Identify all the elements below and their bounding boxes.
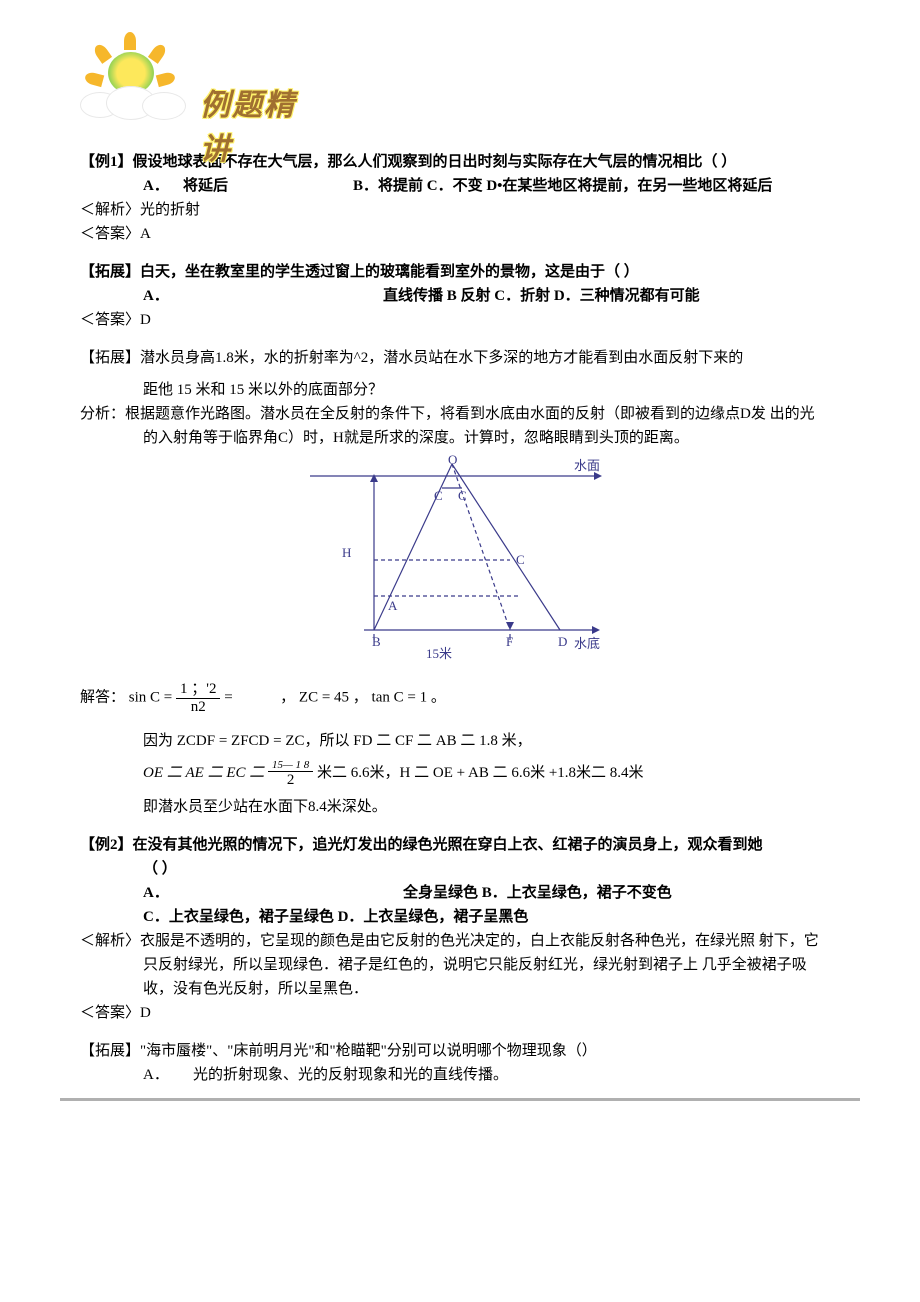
- option-a-label: A．: [143, 1063, 193, 1087]
- extension2-q1: 潜水员身高1.8米，水的折射率为^2，潜水员站在水下多深的地方才能看到由水面反射…: [140, 350, 743, 366]
- extension1-answer: ＜答案〉D: [80, 308, 840, 332]
- svg-text:A: A: [388, 598, 398, 613]
- svg-text:C: C: [516, 552, 525, 567]
- example2-analysis-l2: 只反射绿光，所以呈现绿色．裙子是红色的，说明它只能反射红光，绿光射到裙子上 几乎…: [80, 953, 840, 977]
- solve-l3a: OE 二 AE 二 EC 二: [143, 765, 264, 781]
- example1-answer: ＜答案〉A: [80, 222, 840, 246]
- extension2-analysis-l1: 分析：根据题意作光路图。潜水员在全反射的条件下，将看到水底由水面的反射（即被看到…: [80, 402, 840, 426]
- frac1-den: n2: [176, 699, 220, 716]
- option-bcd-text: B．将提前 C．不变 D•在某些地区将提前，在另一些地区将延后: [353, 178, 772, 194]
- example1-options: A．将延后B．将提前 C．不变 D•在某些地区将提前，在另一些地区将延后: [80, 174, 840, 198]
- svg-text:H: H: [342, 545, 351, 560]
- extension2-analysis-l2: 的入射角等于临界角C）时，H就是所求的深度。计算时，忽略眼睛到头顶的距离。: [80, 426, 840, 450]
- option-a-label: A．: [143, 174, 183, 198]
- svg-text:B: B: [372, 634, 381, 649]
- answer-text: D: [140, 1005, 151, 1021]
- example2-label: 【例2】: [80, 837, 133, 853]
- solution-l4: 即潜水员至少站在水面下8.4米深处。: [80, 795, 840, 819]
- extension3-options: A．光的折射现象、光的反射现象和光的直线传播。: [80, 1063, 840, 1087]
- optics-diagram: O水面水底HABFDCCC15米: [310, 454, 610, 669]
- extension3-question-text: "海市蜃楼"、"床前明月光"和"枪瞄靶"分别可以说明哪个物理现象（）: [140, 1043, 597, 1059]
- option-a-text: 光的折射现象、光的反射现象和光的直线传播。: [193, 1067, 508, 1083]
- answer-label: ＜答案〉: [80, 1005, 140, 1021]
- solve-l3b: 米二 6.6米，H 二 OE + AB 二 6.6米 +1.8米二 8.4米: [317, 765, 644, 781]
- svg-text:15米: 15米: [426, 646, 452, 661]
- analysis-text: 光的折射: [140, 202, 200, 218]
- svg-text:D: D: [558, 634, 567, 649]
- analysis-prefix: 分析：: [80, 406, 125, 422]
- example2-analysis-l1: ＜解析〉衣服是不透明的，它呈现的颜色是由它反射的色光决定的，白上衣能反射各种色光…: [80, 929, 840, 953]
- frac2-num: 15— 1 8: [268, 759, 313, 772]
- header-logo: 例题精讲: [80, 30, 300, 130]
- solution-l1: 解答： sin C = 1 ；'2 n2 = ， ZC = 45 ， tan C…: [80, 681, 840, 715]
- extension1-options: A． 直线传播 B 反射 C．折射 D．三种情况都有可能: [80, 284, 840, 308]
- answer-label: ＜答案〉: [80, 226, 140, 242]
- answer-text: A: [140, 226, 151, 242]
- solve-l1a: sin C =: [129, 689, 172, 705]
- extension3-label: 【拓展】: [80, 1043, 140, 1059]
- analysis-label: ＜解析〉: [80, 202, 140, 218]
- option-a-label: A．: [143, 284, 183, 308]
- frac1-num: 1 ；'2: [176, 681, 220, 699]
- example2-q2: （ ）: [80, 857, 840, 881]
- extension3-question: 【拓展】"海市蜃楼"、"床前明月光"和"枪瞄靶"分别可以说明哪个物理现象（）: [80, 1039, 840, 1063]
- option-a-text: 将延后: [183, 174, 353, 198]
- example1-label: 【例1】: [80, 154, 133, 170]
- extension2-label: 【拓展】: [80, 350, 140, 366]
- solve-l1b: =: [224, 689, 236, 705]
- solution-l3: OE 二 AE 二 EC 二 15— 1 8 2 米二 6.6米，H 二 OE …: [80, 759, 840, 789]
- solve-prefix: 解答：: [80, 689, 125, 705]
- example2-question-l1: 【例2】在没有其他光照的情况下，追光灯发出的绿色光照在穿白上衣、红裙子的演员身上…: [80, 833, 840, 857]
- answer-label: ＜答案〉: [80, 312, 140, 328]
- analysis-label: ＜解析〉: [80, 933, 140, 949]
- example1-analysis: ＜解析〉光的折射: [80, 198, 840, 222]
- option-a-label: A．: [143, 881, 183, 905]
- analysis-l1-text: 根据题意作光路图。潜水员在全反射的条件下，将看到水底由水面的反射（即被看到的边缘…: [125, 406, 815, 422]
- svg-text:C: C: [434, 488, 443, 503]
- cloud-icon: [142, 92, 186, 120]
- example2-options-ab: A． 全身呈绿色 B．上衣呈绿色，裙子不变色: [80, 881, 840, 905]
- extension1-label: 【拓展】: [80, 264, 140, 280]
- svg-text:C: C: [458, 488, 467, 503]
- extension2-question-l1: 【拓展】潜水员身高1.8米，水的折射率为^2，潜水员站在水下多深的地方才能看到由…: [80, 346, 840, 370]
- example2-answer: ＜答案〉D: [80, 1001, 840, 1025]
- frac2-den: 2: [268, 772, 313, 789]
- example2-q1: 在没有其他光照的情况下，追光灯发出的绿色光照在穿白上衣、红裙子的演员身上，观众看…: [133, 837, 763, 853]
- solve-l1c: ， ZC = 45 ， tan C = 1 。: [280, 689, 446, 705]
- example2-options-cd: C．上衣呈绿色，裙子呈绿色 D．上衣呈绿色，裙子呈黑色: [80, 905, 840, 929]
- option-a-text: 全身呈绿色 B．上衣呈绿色，裙子不变色: [403, 885, 672, 901]
- fraction2: 15— 1 8 2: [268, 759, 313, 789]
- svg-text:O: O: [448, 454, 457, 467]
- solution-l2: 因为 ZCDF = ZFCD = ZC，所以 FD 二 CF 二 AB 二 1.…: [80, 729, 840, 753]
- analysis-l1-text: 衣服是不透明的，它呈现的颜色是由它反射的色光决定的，白上衣能反射各种色光，在绿光…: [140, 933, 819, 949]
- svg-text:水面: 水面: [574, 458, 600, 473]
- answer-text: D: [140, 312, 151, 328]
- extension1-question-text: 白天，坐在教室里的学生透过窗上的玻璃能看到室外的景物，这是由于（ ）: [140, 264, 639, 280]
- section-title: 例题精讲: [200, 80, 300, 168]
- fraction1: 1 ；'2 n2: [176, 681, 220, 715]
- extension1-question: 【拓展】白天，坐在教室里的学生透过窗上的玻璃能看到室外的景物，这是由于（ ）: [80, 260, 840, 284]
- example2-analysis-l3: 收，没有色光反射，所以呈黑色．: [80, 977, 840, 1001]
- footer-rule: [60, 1098, 860, 1101]
- example1-question: 【例1】假设地球表面不存在大气层，那么人们观察到的日出时刻与实际存在大气层的情况…: [80, 150, 840, 174]
- option-a-text: 直线传播 B 反射 C．折射 D．三种情况都有可能: [383, 288, 700, 304]
- svg-text:水底: 水底: [574, 636, 600, 651]
- extension2-q2: 距他 15 米和 15 米以外的底面部分？: [80, 378, 840, 402]
